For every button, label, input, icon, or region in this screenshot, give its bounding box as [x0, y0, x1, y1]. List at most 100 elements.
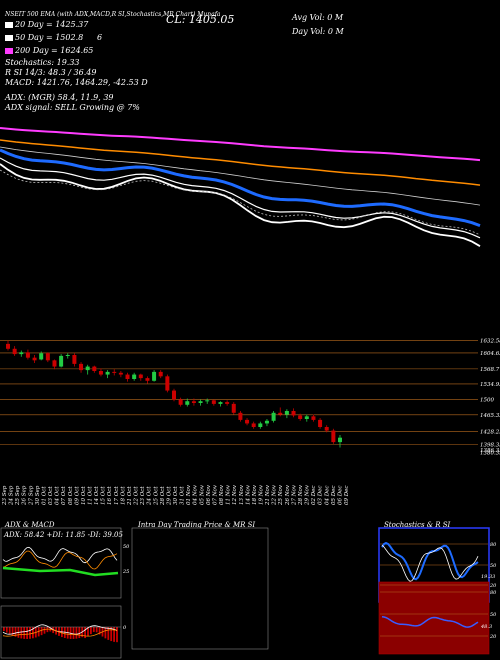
candle-body: [278, 412, 283, 415]
candle-body: [12, 348, 17, 355]
ma20-line: [0, 157, 481, 239]
macd-bar: [75, 627, 78, 639]
macd-bar: [98, 627, 101, 635]
date-tick: 30 Sep: [35, 485, 41, 505]
ma-envelope-line: [0, 146, 481, 206]
stoch-tick: 50: [490, 563, 497, 569]
price-tick: 1398.35: [480, 443, 500, 449]
candle-body: [238, 412, 243, 420]
macd-bar: [29, 627, 31, 639]
stoch-panel-title: Stochastics & R SI: [384, 521, 451, 529]
candle-body: [79, 363, 84, 371]
mr-panel-title: Intra Day Trading Price & MR SI: [138, 521, 256, 529]
adx-label: ADX: (MGR) 58.4, 11.9, 39: [5, 93, 114, 102]
macd-bar: [107, 627, 110, 640]
candle-body: [304, 416, 309, 419]
rsi-label: R SI 14/3: 48.3 / 36.49: [5, 68, 97, 77]
date-tick: 21 Nov: [265, 484, 271, 506]
macd-bar: [23, 627, 26, 639]
date-tick: 04 Dec: [324, 486, 330, 506]
macd-bar: [110, 627, 113, 642]
macd-bar: [87, 627, 89, 637]
adx-tick: 25: [122, 569, 129, 575]
date-tick: 07 Nov: [213, 484, 219, 505]
rsi-tick: 50: [490, 612, 497, 618]
date-tick: 10 Oct: [81, 486, 87, 505]
candle-body: [92, 366, 97, 371]
adx-panel-title: ADX & MACD: [5, 521, 55, 529]
macd-bar: [95, 627, 98, 633]
candle-body: [284, 411, 289, 415]
candle-body: [118, 372, 123, 375]
candle-body: [231, 403, 236, 413]
date-tick: 25 Nov: [278, 484, 284, 506]
moving-average-lines: [0, 127, 481, 247]
date-tick: 09 Dec: [344, 486, 350, 506]
candle-body: [338, 437, 342, 443]
date-tick: 04 Nov: [193, 484, 199, 505]
candle-body: [258, 423, 263, 427]
ma200-line: [0, 127, 481, 162]
candle-body: [32, 357, 37, 361]
candle-body: [271, 412, 276, 421]
price-line: [0, 163, 481, 247]
ma200-label: 200 Day = 1624.65: [15, 46, 94, 55]
candle-body: [112, 371, 117, 373]
date-axis: 23 Sep 24 Sep 25 Sep 26 Sep 27 Sep 30 Sep 01 O…: [2, 484, 350, 506]
price-tick: 1386.35: [480, 448, 500, 454]
candle-body: [211, 400, 216, 404]
adx-line: [2, 566, 119, 577]
macd-bar: [84, 627, 86, 639]
date-tick: 21 Oct: [127, 486, 133, 506]
candle-body: [165, 376, 170, 391]
rsi-tick: 20: [489, 634, 497, 640]
date-tick: 08 Oct: [68, 486, 74, 505]
price-tick: 1534.95: [480, 382, 500, 388]
date-tick: 11 Oct: [88, 486, 94, 505]
macd-bar: [26, 627, 28, 639]
date-tick: 08 Nov: [219, 484, 225, 505]
date-tick: 01 Oct: [42, 486, 48, 505]
minus-di-line: [2, 550, 118, 570]
candle-body: [59, 355, 64, 367]
date-tick: 16 Oct: [107, 486, 113, 505]
macd-bar: [116, 627, 118, 643]
macd-bar: [20, 627, 23, 639]
date-tick: 02 Dec: [311, 486, 317, 506]
adx-signal-label: ADX signal: SELL Growing @ 7%: [5, 103, 140, 112]
candle-body: [39, 353, 44, 360]
candle-body: [125, 374, 130, 379]
candle-body: [52, 360, 57, 367]
date-tick: 28 Oct: [160, 486, 166, 506]
date-tick: 06 Nov: [206, 484, 212, 505]
stoch-d-line: [381, 544, 479, 582]
ma-chart: [0, 127, 481, 247]
price-tick: 1428.23: [480, 429, 500, 435]
candle-body: [225, 402, 230, 404]
ma200-swatch: [5, 48, 13, 54]
date-tick: 29 Oct: [166, 486, 172, 506]
macd-signal-line: [2, 628, 118, 637]
price-tick: 1568.77: [480, 367, 500, 373]
date-tick: 14 Nov: [245, 484, 251, 505]
candle-body: [65, 355, 70, 356]
date-tick: 25 Sep: [15, 485, 21, 506]
price-tick: 1632.58: [480, 339, 500, 345]
candle-body: [105, 371, 110, 375]
date-tick: 17 Oct: [114, 486, 120, 505]
date-tick: 31 Oct: [180, 486, 186, 505]
date-tick: 07 Oct: [61, 486, 67, 505]
macd-line: [2, 624, 118, 635]
date-tick: 18 Oct: [120, 486, 126, 505]
date-tick: 19 Nov: [259, 484, 265, 505]
rsi-value: 48.3: [480, 624, 492, 630]
day-volume: Day Vol: 0 M: [292, 27, 344, 36]
ma50-swatch: [5, 35, 13, 41]
date-tick: 13 Nov: [239, 484, 245, 505]
candle-body: [25, 352, 30, 358]
date-tick: 12 Nov: [232, 484, 238, 505]
ma20-label: 20 Day = 1425.37: [15, 20, 89, 29]
date-tick: 11 Nov: [226, 484, 232, 505]
date-tick: 23 Sep: [2, 485, 8, 506]
